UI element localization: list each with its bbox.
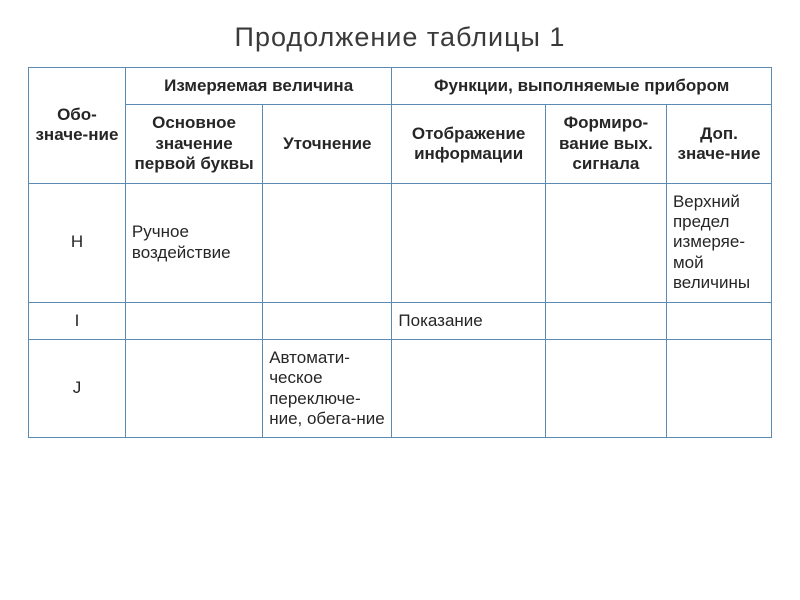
header-functions-group: Функции, выполняемые прибором bbox=[392, 68, 772, 105]
header-main-meaning: Основное значение первой буквы bbox=[125, 105, 262, 183]
cell-extra: Верхний предел измеряе-мой величины bbox=[666, 183, 771, 302]
table-row: H Ручное воздействие Верхний предел изме… bbox=[29, 183, 772, 302]
table-row: I Показание bbox=[29, 302, 772, 339]
cell-signal bbox=[545, 183, 666, 302]
cell-code: I bbox=[29, 302, 126, 339]
cell-main-meaning: Ручное воздействие bbox=[125, 183, 262, 302]
header-measured-group: Измеряемая величина bbox=[125, 68, 392, 105]
page-title: Продолжение таблицы 1 bbox=[28, 22, 772, 53]
table-header: Обо-значе-ние Измеряемая величина Функци… bbox=[29, 68, 772, 184]
header-display: Отображение информации bbox=[392, 105, 545, 183]
cell-extra bbox=[666, 302, 771, 339]
header-signal: Формиро-вание вых. сигнала bbox=[545, 105, 666, 183]
cell-code: H bbox=[29, 183, 126, 302]
document-page: Продолжение таблицы 1 Обо-значе-ние Изме… bbox=[0, 0, 800, 458]
header-refinement: Уточнение bbox=[263, 105, 392, 183]
header-designation: Обо-значе-ние bbox=[29, 68, 126, 184]
cell-refinement: Автомати-ческое переключе-ние, обега-ние bbox=[263, 339, 392, 438]
cell-display bbox=[392, 339, 545, 438]
cell-main-meaning bbox=[125, 302, 262, 339]
cell-display: Показание bbox=[392, 302, 545, 339]
cell-signal bbox=[545, 302, 666, 339]
table-body: H Ручное воздействие Верхний предел изме… bbox=[29, 183, 772, 438]
cell-code: J bbox=[29, 339, 126, 438]
table-row: J Автомати-ческое переключе-ние, обега-н… bbox=[29, 339, 772, 438]
cell-main-meaning bbox=[125, 339, 262, 438]
cell-extra bbox=[666, 339, 771, 438]
header-extra: Доп. значе-ние bbox=[666, 105, 771, 183]
cell-signal bbox=[545, 339, 666, 438]
cell-refinement bbox=[263, 302, 392, 339]
cell-refinement bbox=[263, 183, 392, 302]
cell-display bbox=[392, 183, 545, 302]
designation-table: Обо-значе-ние Измеряемая величина Функци… bbox=[28, 67, 772, 438]
